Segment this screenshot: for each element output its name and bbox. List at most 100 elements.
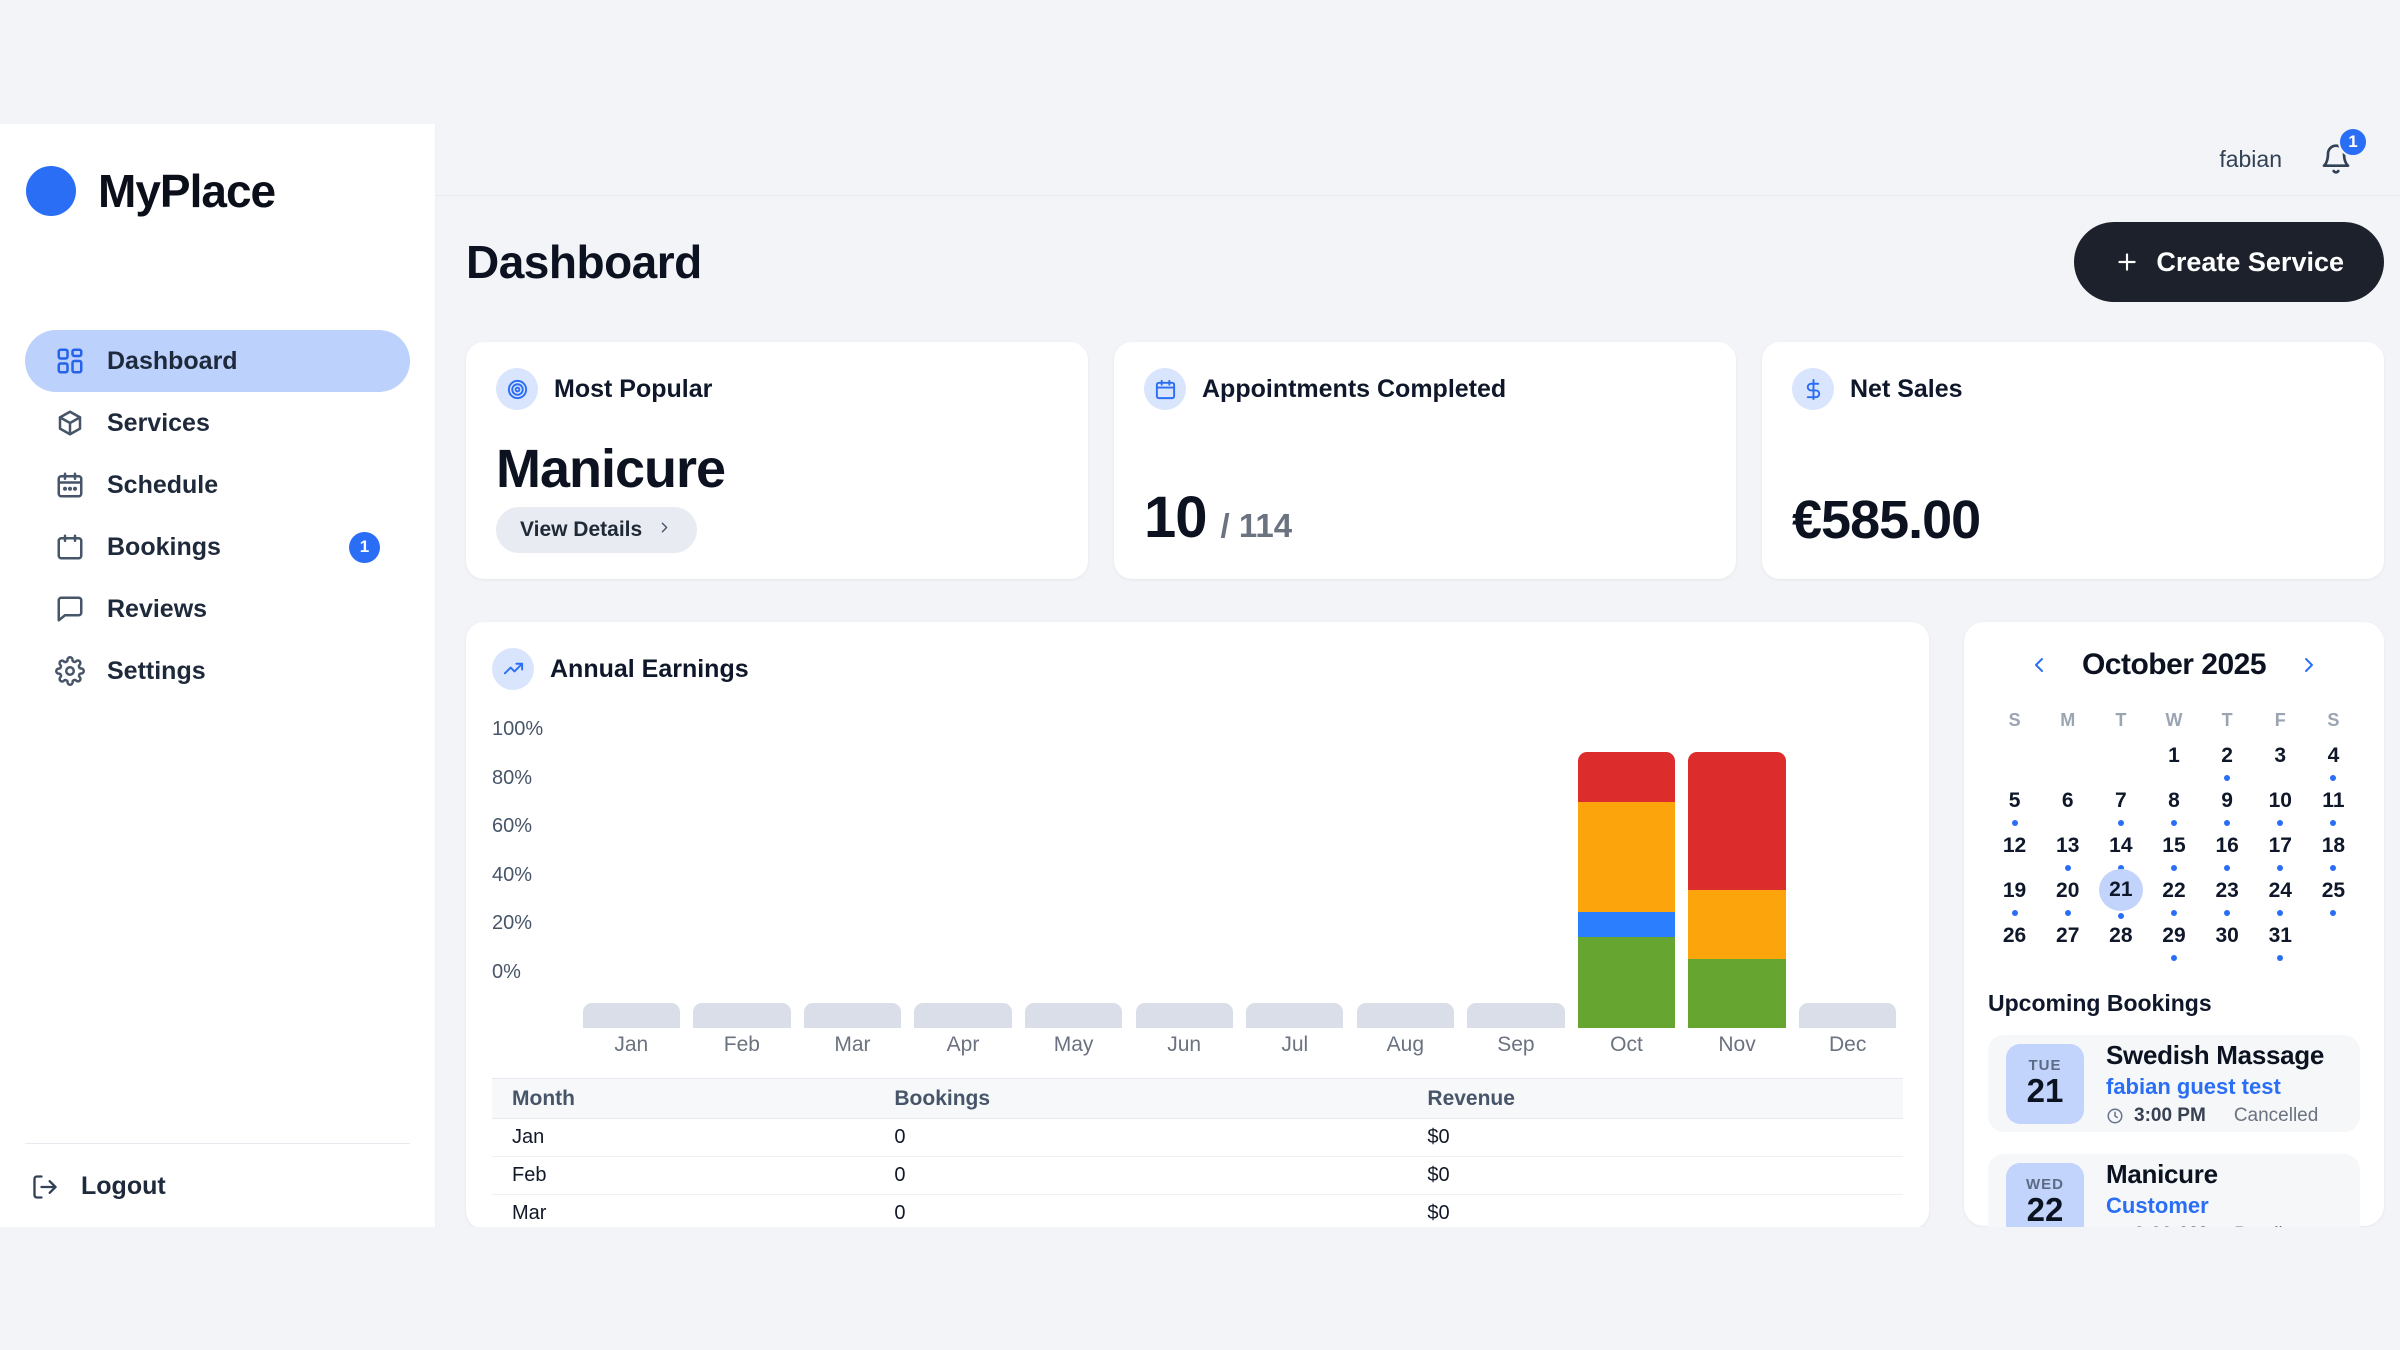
- empty-month-placeholder-bar: [1356, 1003, 1454, 1028]
- chart-month-slot: Nov: [1682, 716, 1793, 1062]
- calendar-day-4[interactable]: 4: [2307, 739, 2360, 784]
- calendar-day-14[interactable]: 14: [2094, 829, 2147, 874]
- calendar-day-20[interactable]: 20: [2041, 874, 2094, 919]
- bookings-icon: [55, 532, 85, 562]
- empty-month-placeholder-bar: [914, 1003, 1012, 1028]
- calendar-day-number: 25: [2321, 879, 2346, 902]
- net-sales-value: €585.00: [1792, 490, 1981, 550]
- create-service-button[interactable]: Create Service: [2074, 222, 2384, 302]
- table-cell: 0: [874, 1118, 1408, 1157]
- logout-button[interactable]: Logout: [25, 1172, 410, 1201]
- calendar-day-17[interactable]: 17: [2254, 829, 2307, 874]
- calendar-day-number: 14: [2109, 834, 2133, 857]
- logout-label: Logout: [81, 1172, 166, 1200]
- calendar-day-23[interactable]: 23: [2201, 874, 2254, 919]
- most-popular-value: Manicure: [496, 439, 726, 499]
- y-tick-label: 100%: [492, 718, 544, 740]
- calendar-check-icon: [1144, 368, 1186, 410]
- x-axis-month-label: Aug: [1386, 1033, 1425, 1056]
- calendar-day-27[interactable]: 27: [2041, 919, 2094, 964]
- booking-customer-link[interactable]: Customer: [2106, 1193, 2209, 1218]
- calendar-day-21[interactable]: 21: [2094, 869, 2147, 919]
- calendar-day-5[interactable]: 5: [1988, 784, 2041, 829]
- calendar-day-number: 12: [2002, 834, 2027, 857]
- calendar-day-28[interactable]: 28: [2094, 919, 2147, 964]
- calendar-next-button[interactable]: [2292, 648, 2326, 682]
- calendar-day-7[interactable]: 7: [2094, 784, 2147, 829]
- x-axis-month-label: Jan: [614, 1033, 649, 1056]
- upcoming-bookings-list: TUE 21 Swedish Massage fabian guest test 3:0…: [1988, 1035, 2360, 1227]
- calendar-day-29[interactable]: 29: [2147, 919, 2200, 964]
- sidebar-footer: Logout: [0, 1143, 435, 1227]
- brand-name: MyPlace: [98, 165, 276, 217]
- sidebar-item-schedule[interactable]: Schedule: [25, 454, 410, 516]
- calendar-day-9[interactable]: 9: [2201, 784, 2254, 829]
- calendar-day-15[interactable]: 15: [2147, 829, 2200, 874]
- view-details-button[interactable]: View Details: [496, 507, 698, 553]
- weekday-label: T: [2115, 710, 2127, 730]
- sidebar-item-settings[interactable]: Settings: [25, 640, 410, 702]
- sidebar-item-services[interactable]: Services: [25, 392, 410, 454]
- calendar-day-18[interactable]: 18: [2307, 829, 2360, 874]
- page-title: Dashboard: [466, 236, 702, 288]
- booking-dot: [2330, 820, 2337, 826]
- calendar-day-13[interactable]: 13: [2041, 829, 2094, 874]
- calendar-day-number: 26: [2002, 924, 2027, 947]
- calendar-empty-cell: [2307, 919, 2360, 964]
- booking-date-tile: WED 22: [2006, 1162, 2084, 1227]
- main-content: Dashboard Create Service Most Popular Ma…: [436, 196, 2400, 1227]
- bar-segment: [1577, 752, 1676, 802]
- booking-dot: [2170, 955, 2177, 961]
- chart-month-slot: Sep: [1461, 716, 1572, 1062]
- calendar-day-25[interactable]: 25: [2307, 874, 2360, 919]
- calendar-day-3[interactable]: 3: [2254, 739, 2307, 784]
- sidebar-item-reviews[interactable]: Reviews: [25, 578, 410, 640]
- table-row: Feb 0 $0: [492, 1156, 1903, 1195]
- calendar-day-19[interactable]: 19: [1988, 874, 2041, 919]
- calendar-day-12[interactable]: 12: [1988, 829, 2041, 874]
- empty-month-placeholder-bar: [582, 1003, 680, 1028]
- calendar-day-number: 28: [2109, 924, 2133, 947]
- table-row: Jan 0 $0: [492, 1118, 1903, 1157]
- booking-item[interactable]: TUE 21 Swedish Massage fabian guest test 3:0…: [1988, 1035, 2360, 1132]
- calendar-day-30[interactable]: 30: [2201, 919, 2254, 964]
- sidebar-item-label: Bookings: [107, 532, 221, 561]
- bar-segment: [1688, 890, 1786, 959]
- notifications-button[interactable]: 1: [2320, 126, 2368, 177]
- calendar-day-31[interactable]: 31: [2254, 919, 2307, 964]
- calendar-empty-cell: [2041, 739, 2094, 784]
- chart-bar-zone: [1018, 716, 1129, 1028]
- calendar-day-24[interactable]: 24: [2254, 874, 2307, 919]
- booking-dot: [2277, 955, 2284, 961]
- stacked-bar-nov: [1688, 752, 1786, 1028]
- calendar-day-number: 10: [2268, 789, 2292, 812]
- table-cell: Jan: [492, 1118, 875, 1157]
- chart-month-slot: Mar: [797, 716, 908, 1062]
- x-axis-month-label: Apr: [946, 1033, 980, 1056]
- target-icon: [496, 368, 538, 410]
- sidebar-item-dashboard[interactable]: Dashboard: [25, 330, 410, 392]
- calendar-prev-button[interactable]: [2022, 648, 2056, 682]
- booking-dot: [2330, 775, 2337, 781]
- chart-month-slot: Jan: [576, 716, 687, 1062]
- calendar-day-16[interactable]: 16: [2201, 829, 2254, 874]
- calendar-day-8[interactable]: 8: [2147, 784, 2200, 829]
- booking-customer-link[interactable]: fabian guest test: [2106, 1074, 2281, 1099]
- weekday-label: W: [2165, 710, 2183, 730]
- calendar-day-10[interactable]: 10: [2254, 784, 2307, 829]
- calendar-day-1[interactable]: 1: [2147, 739, 2200, 784]
- sidebar-item-bookings[interactable]: Bookings 1: [25, 516, 410, 578]
- chevron-right-icon: [656, 518, 673, 542]
- calendar-day-26[interactable]: 26: [1988, 919, 2041, 964]
- sidebar-item-label: Reviews: [107, 594, 208, 623]
- booking-dot: [2224, 865, 2231, 871]
- table-cell: 0: [874, 1194, 1408, 1227]
- chart-bar-zone: [908, 716, 1019, 1028]
- calendar-day-11[interactable]: 11: [2307, 784, 2360, 829]
- calendar-day-22[interactable]: 22: [2147, 874, 2200, 919]
- calendar-day-number: 29: [2162, 924, 2186, 947]
- x-axis-month-label: Jul: [1281, 1033, 1309, 1056]
- calendar-day-6[interactable]: 6: [2041, 784, 2094, 829]
- calendar-day-2[interactable]: 2: [2201, 739, 2254, 784]
